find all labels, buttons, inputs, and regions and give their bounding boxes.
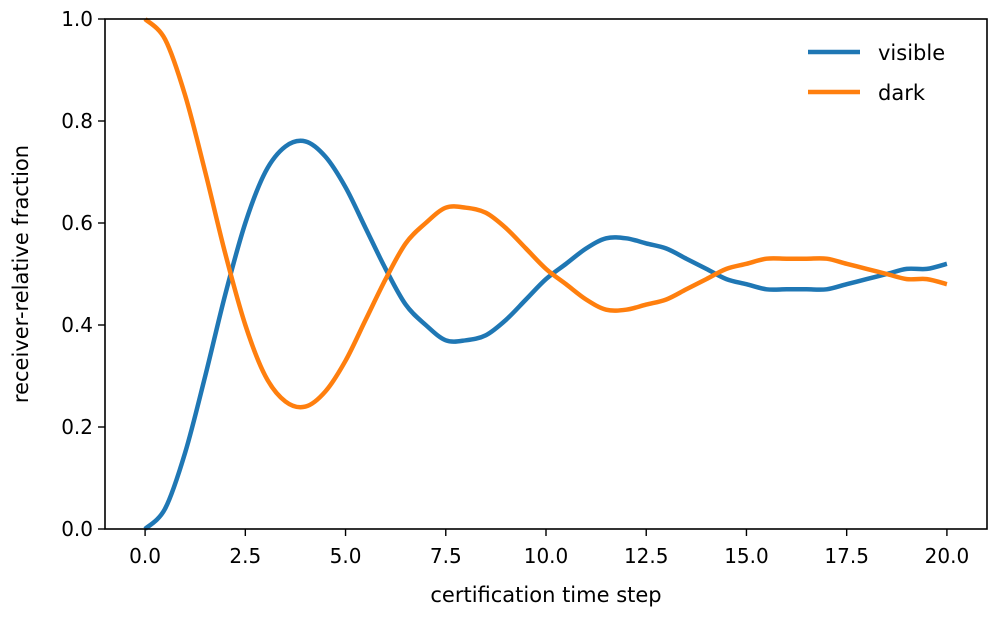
y-tick-label: 0.8 (61, 109, 93, 133)
series-line-visible (143, 138, 948, 531)
y-tick-label: 1.0 (61, 7, 93, 31)
x-tick-label: 2.5 (229, 544, 261, 568)
x-tick-label: 12.5 (624, 544, 669, 568)
x-tick-label: 10.0 (524, 544, 569, 568)
legend-label-visible: visible (878, 41, 945, 65)
y-tick-label: 0.6 (61, 211, 93, 235)
x-axis-label: certification time step (430, 583, 661, 607)
y-axis-label: receiver-relative fraction (9, 145, 33, 403)
y-tick-label: 0.4 (61, 313, 93, 337)
x-tick-label: 17.5 (824, 544, 869, 568)
x-tick-label: 5.0 (330, 544, 362, 568)
x-tick-label: 20.0 (925, 544, 970, 568)
series-line-dark (143, 17, 948, 410)
legend: visible dark (808, 41, 945, 105)
x-tick-label: 0.0 (129, 544, 161, 568)
x-tick-label: 15.0 (724, 544, 769, 568)
y-tick-label: 0.2 (61, 415, 93, 439)
y-axis-ticks: 0.0 0.2 0.4 0.6 0.8 1.0 (61, 7, 105, 541)
x-tick-label: 7.5 (430, 544, 462, 568)
x-axis-ticks: 0.0 2.5 5.0 7.5 10.0 12.5 15.0 17.5 20.0 (129, 529, 969, 568)
plot-lines (143, 17, 948, 531)
legend-label-dark: dark (878, 81, 926, 105)
y-tick-label: 0.0 (61, 517, 93, 541)
